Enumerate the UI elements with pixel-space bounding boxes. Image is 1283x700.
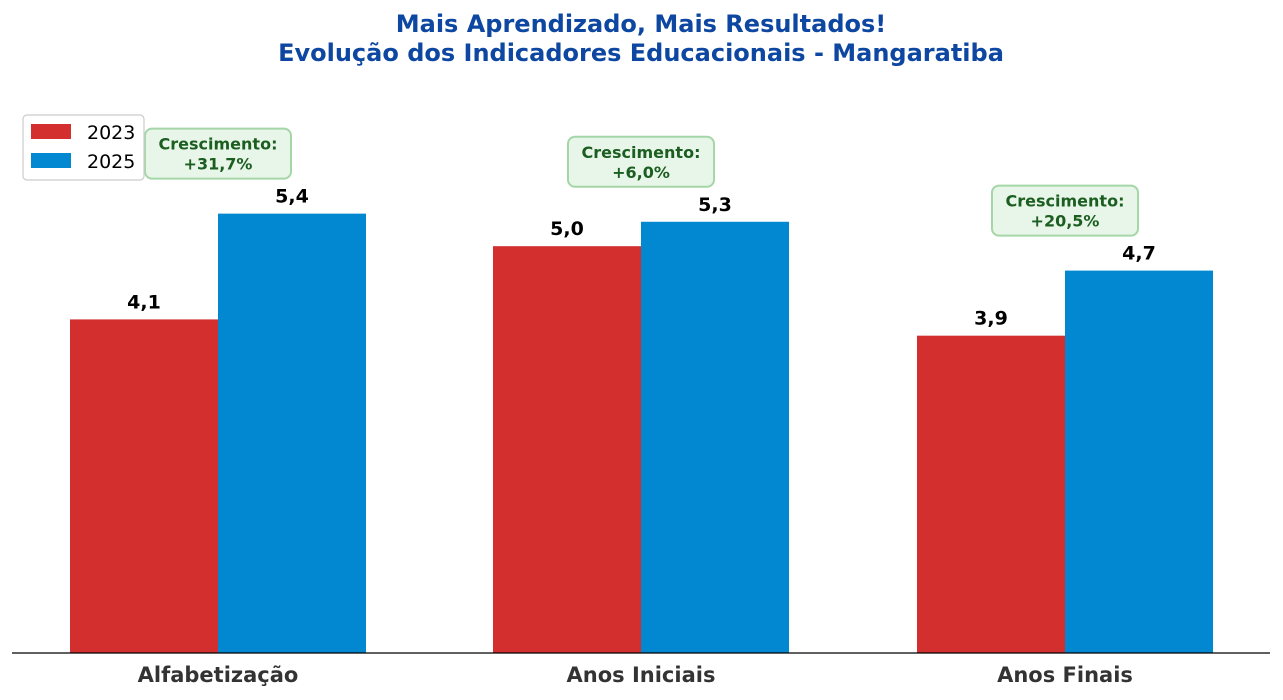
chart-title: Mais Aprendizado, Mais Resultados! <box>396 10 886 38</box>
growth-annotation-heading: Crescimento: <box>159 135 278 154</box>
legend-swatch-2025 <box>31 153 71 168</box>
growth-annotation-value: +31,7% <box>184 155 253 174</box>
legend: 2023 2025 <box>22 114 145 181</box>
chart-subtitle: Evolução dos Indicadores Educacionais - … <box>278 39 1004 67</box>
value-label-2025-alfabetizacao: 5,4 <box>275 186 309 208</box>
bar-2025-alfabetizacao <box>218 213 366 654</box>
value-label-2023-anos-iniciais: 5,0 <box>550 218 584 240</box>
category-label-anos-finais: Anos Finais <box>997 663 1133 687</box>
growth-annotation-alfabetizacao: Crescimento:+31,7% <box>144 127 292 180</box>
growth-annotation-box <box>144 127 292 180</box>
growth-annotation-heading: Crescimento: <box>582 143 701 162</box>
value-label-2025-anos-iniciais: 5,3 <box>698 194 732 216</box>
growth-annotation-anos-iniciais: Crescimento:+6,0% <box>567 135 715 188</box>
growth-annotation-box <box>991 184 1139 237</box>
growth-annotation-heading: Crescimento: <box>1006 192 1125 211</box>
value-label-2023-anos-finais: 3,9 <box>974 308 1008 330</box>
growth-annotations: Crescimento:+31,7%Crescimento:+6,0%Cresc… <box>144 127 1139 237</box>
legend-label-2023: 2023 <box>87 122 135 144</box>
bar-2023-anos-finais <box>917 335 1065 653</box>
legend-swatch-2023 <box>31 124 71 139</box>
category-labels: Alfabetização Anos Iniciais Anos Finais <box>138 663 1133 687</box>
value-label-2025-anos-finais: 4,7 <box>1122 243 1156 265</box>
bar-2023-anos-iniciais <box>493 246 641 653</box>
category-label-anos-iniciais: Anos Iniciais <box>567 663 716 687</box>
growth-annotation-box <box>567 135 715 188</box>
growth-annotation-anos-finais: Crescimento:+20,5% <box>991 184 1139 237</box>
bar-2025-anos-iniciais <box>641 221 789 654</box>
category-label-alfabetizacao: Alfabetização <box>138 663 299 687</box>
bars-group: 4,1 5,4 5,0 5,3 3,9 4,7 <box>70 186 1213 654</box>
value-label-2023-alfabetizacao: 4,1 <box>127 291 161 313</box>
growth-annotation-value: +6,0% <box>612 163 670 182</box>
legend-label-2025: 2025 <box>87 151 135 173</box>
bar-2023-alfabetizacao <box>70 319 218 653</box>
growth-annotation-value: +20,5% <box>1031 212 1100 231</box>
bar-2025-anos-finais <box>1065 270 1213 653</box>
